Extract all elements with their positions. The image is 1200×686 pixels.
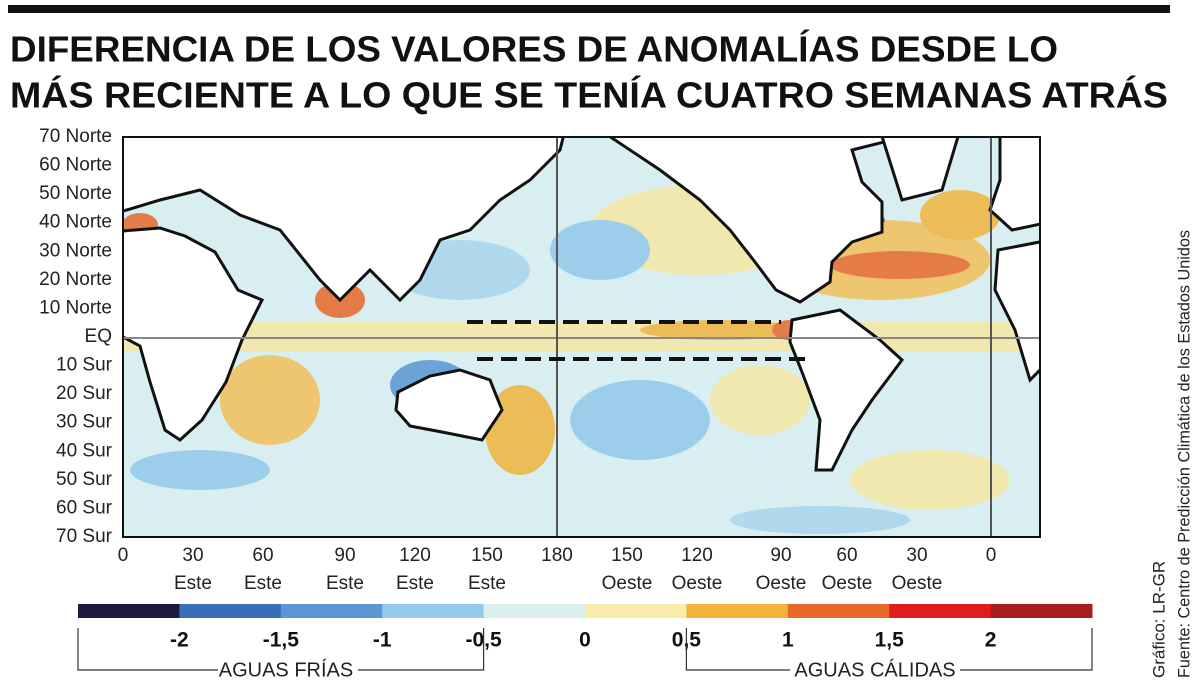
label-bg	[790, 659, 960, 683]
legend-tick-label: 1	[782, 629, 794, 652]
lon-label: 150	[611, 545, 643, 566]
land	[123, 137, 1040, 472]
lon-direction: Oeste	[602, 573, 653, 594]
legend-swatch	[990, 604, 1093, 618]
lon-label: 30	[906, 545, 927, 566]
lat-label: 40 Sur	[56, 440, 113, 461]
legend-tick-label: -2	[170, 629, 189, 652]
lat-label: 20 Norte	[39, 269, 112, 290]
lat-label: 10 Sur	[56, 355, 113, 376]
label-bg	[218, 659, 358, 683]
warm-label: AGUAS CÁLIDAS	[794, 658, 955, 681]
map-frame	[122, 136, 1041, 538]
legend-tick-label: 1,5	[875, 629, 905, 652]
legend-swatch	[686, 604, 789, 618]
lon-direction: Este	[468, 573, 506, 594]
legend-swatch	[585, 604, 687, 618]
lat-label: 70 Sur	[56, 526, 113, 547]
map	[122, 136, 1041, 538]
lon-label: 60	[252, 545, 273, 566]
lon-direction: Este	[396, 573, 434, 594]
lon-label: 90	[334, 545, 355, 566]
lon-direction: Oeste	[672, 573, 723, 594]
credit-graphic: Gráfico: LR-GR	[1149, 561, 1168, 678]
lon-label: 90	[770, 545, 791, 566]
legend-swatch	[179, 604, 282, 618]
legend-swatch	[889, 604, 992, 618]
legend-swatch	[483, 604, 586, 618]
lon-direction: Este	[244, 573, 282, 594]
lon-direction: Oeste	[822, 573, 873, 594]
legend-swatch	[787, 604, 890, 618]
lon-label: 120	[399, 545, 431, 566]
legend-swatch	[280, 604, 383, 618]
legend-tick-label: -1,5	[263, 629, 300, 652]
lat-label: EQ	[85, 326, 112, 347]
lat-label: 40 Norte	[39, 212, 112, 233]
lon-label: 30	[182, 545, 203, 566]
lat-label: 10 Norte	[39, 297, 112, 318]
legend-swatch	[382, 604, 485, 618]
lat-label: 20 Sur	[56, 383, 113, 404]
lat-label: 60 Norte	[39, 155, 112, 176]
lon-direction: Este	[326, 573, 364, 594]
lon-label: 120	[681, 545, 713, 566]
lat-label: 30 Norte	[39, 240, 112, 261]
lat-label: 30 Sur	[56, 412, 113, 433]
legend-tick-label: -1	[373, 629, 392, 652]
credit-source: Fuente: Centro de Predicción Climática d…	[1174, 230, 1193, 678]
top-rule	[8, 5, 1170, 13]
lat-labels: 70 Norte 60 Norte 50 Norte 40 Norte 30 Norte…	[39, 126, 113, 547]
lon-labels: 0 30 Este 60 Este 90 Este 120 Este 150 Este 180 150 O…	[118, 545, 997, 594]
legend-tick-label: 0	[579, 629, 591, 652]
lat-label: 50 Norte	[39, 183, 112, 204]
legend-swatch	[78, 604, 180, 618]
lon-label: 60	[836, 545, 857, 566]
cold-label: AGUAS FRÍAS	[219, 658, 353, 681]
title-line: MÁS RECIENTE A LO QUE SE TENÍA CUATRO SE…	[10, 75, 1168, 116]
legend-tick-label: 2	[985, 629, 997, 652]
lon-direction: Este	[174, 573, 212, 594]
lon-label: 0	[986, 545, 997, 566]
title-line: DIFERENCIA DE LOS VALORES DE ANOMALÍAS D…	[10, 29, 1058, 70]
lat-label: 60 Sur	[56, 497, 113, 518]
lon-direction: Oeste	[892, 573, 943, 594]
lon-label: 150	[471, 545, 503, 566]
lon-direction: Oeste	[756, 573, 807, 594]
lat-label: 70 Norte	[39, 126, 112, 147]
lon-label: 0	[118, 545, 129, 566]
lat-label: 50 Sur	[56, 469, 113, 490]
lon-label: 180	[541, 545, 573, 566]
